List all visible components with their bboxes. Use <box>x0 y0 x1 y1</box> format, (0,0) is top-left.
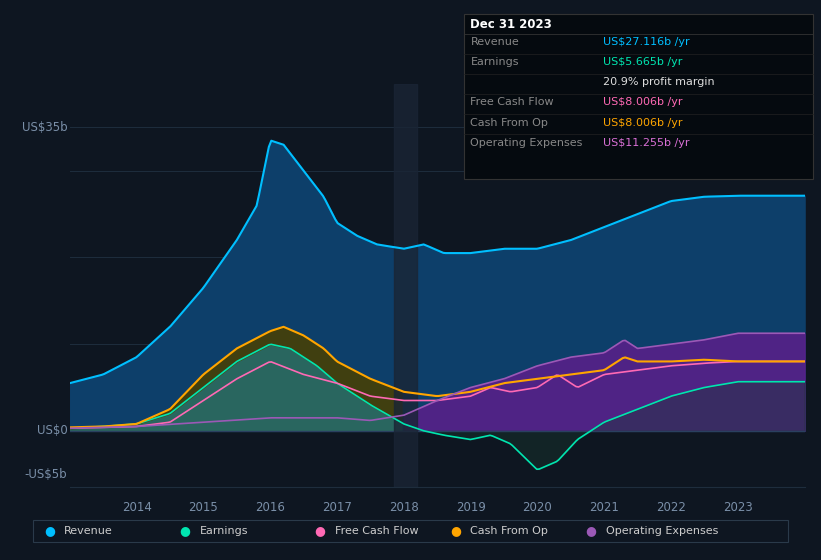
Text: US$8.006b /yr: US$8.006b /yr <box>603 97 683 108</box>
Text: US$11.255b /yr: US$11.255b /yr <box>603 138 690 148</box>
Text: US$5.665b /yr: US$5.665b /yr <box>603 57 683 67</box>
Text: 2022: 2022 <box>656 501 686 514</box>
Text: Dec 31 2023: Dec 31 2023 <box>470 18 553 31</box>
Text: Operating Expenses: Operating Expenses <box>470 138 583 148</box>
Text: US$27.116b /yr: US$27.116b /yr <box>603 37 690 47</box>
Text: 2015: 2015 <box>189 501 218 514</box>
Text: 2019: 2019 <box>456 501 485 514</box>
Text: Earnings: Earnings <box>470 57 519 67</box>
Text: ●: ● <box>585 524 597 538</box>
Text: -US$5b: -US$5b <box>25 468 67 480</box>
Text: Revenue: Revenue <box>470 37 519 47</box>
Text: 2021: 2021 <box>589 501 619 514</box>
Bar <box>394 84 417 487</box>
Text: Operating Expenses: Operating Expenses <box>606 526 718 536</box>
Text: US$8.006b /yr: US$8.006b /yr <box>603 118 683 128</box>
Text: ●: ● <box>450 524 461 538</box>
Text: ●: ● <box>44 524 55 538</box>
Text: 2020: 2020 <box>522 501 553 514</box>
Text: US$0: US$0 <box>37 424 67 437</box>
Text: Free Cash Flow: Free Cash Flow <box>470 97 554 108</box>
Text: Cash From Op: Cash From Op <box>470 526 548 536</box>
Text: 2016: 2016 <box>255 501 285 514</box>
Text: 2018: 2018 <box>389 501 419 514</box>
Text: Earnings: Earnings <box>200 526 248 536</box>
Text: 2014: 2014 <box>122 501 152 514</box>
Text: US$35b: US$35b <box>21 121 67 134</box>
Text: 20.9% profit margin: 20.9% profit margin <box>603 77 715 87</box>
Text: 2023: 2023 <box>723 501 753 514</box>
Text: Revenue: Revenue <box>64 526 112 536</box>
Text: ●: ● <box>179 524 190 538</box>
Text: Cash From Op: Cash From Op <box>470 118 548 128</box>
Text: Free Cash Flow: Free Cash Flow <box>335 526 419 536</box>
Text: 2017: 2017 <box>322 501 352 514</box>
Text: ●: ● <box>314 524 326 538</box>
